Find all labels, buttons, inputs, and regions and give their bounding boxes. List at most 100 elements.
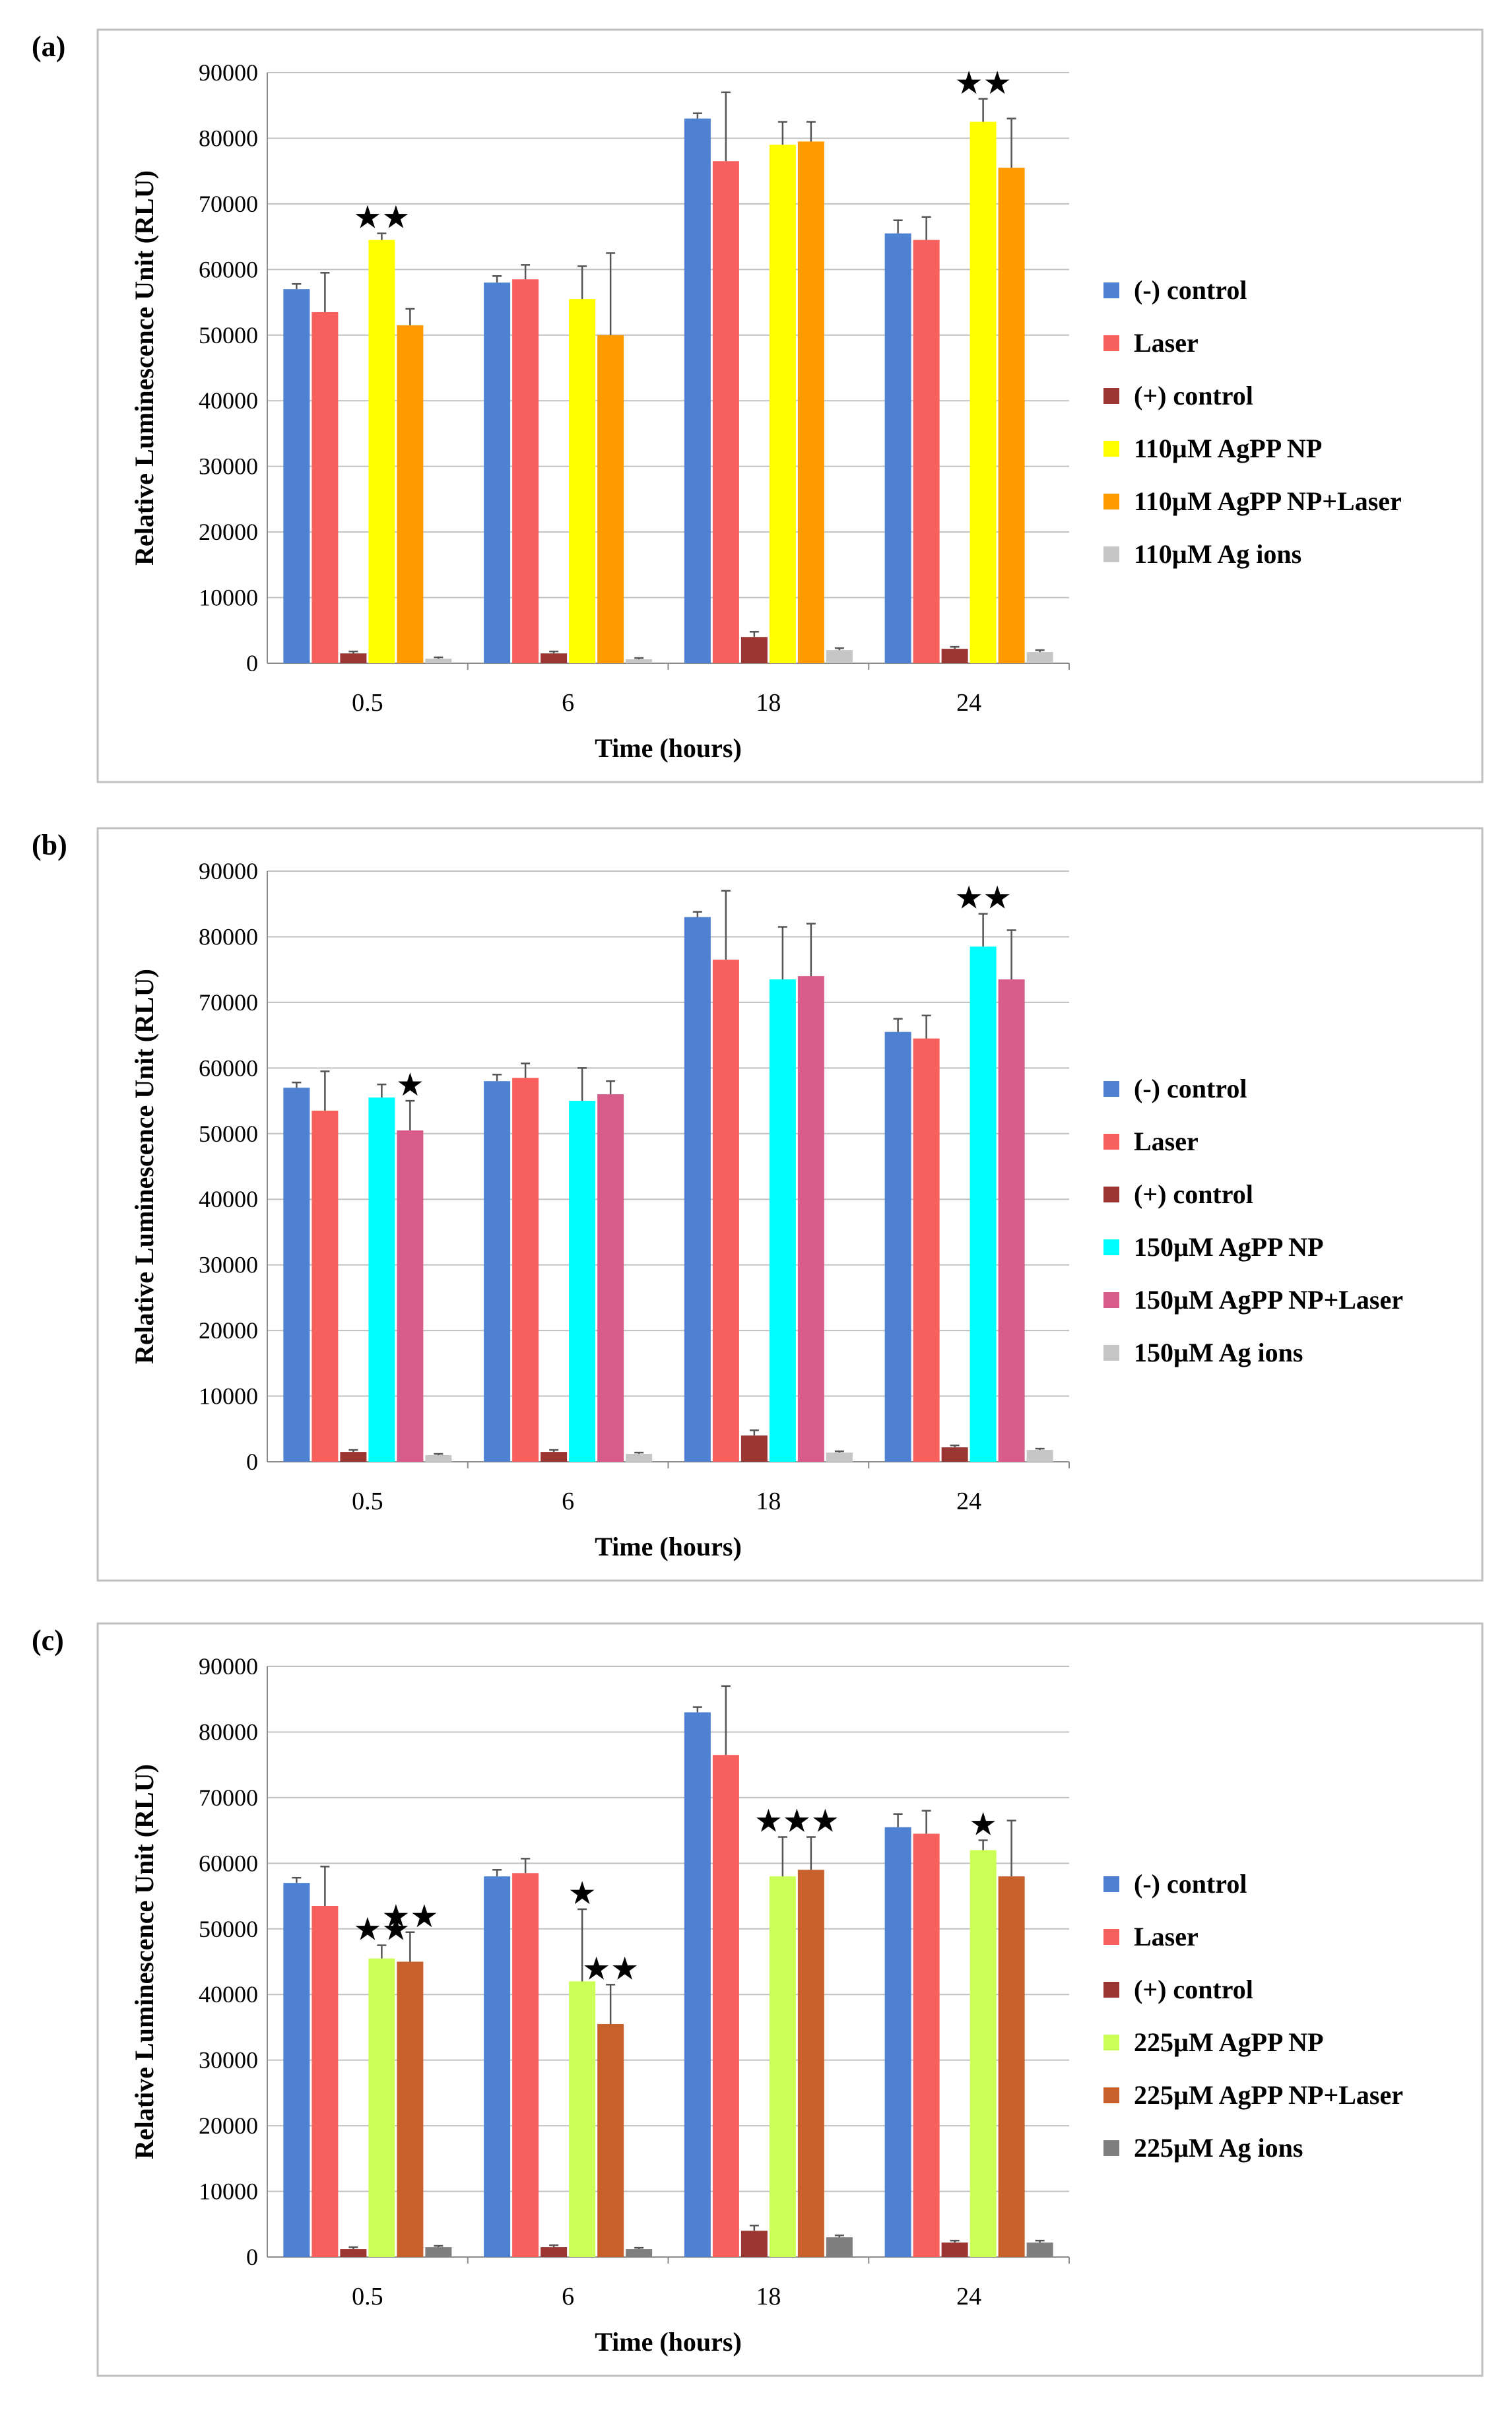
legend-label: 150µM AgPP NP+Laser — [1134, 1285, 1403, 1315]
y-tick-label: 20000 — [199, 519, 258, 545]
legend-label: Laser — [1134, 328, 1199, 358]
y-tick-label: 30000 — [199, 1252, 258, 1278]
significance-marker: ★★ — [582, 1951, 639, 1986]
y-tick-label: 90000 — [199, 858, 258, 884]
legend-swatch — [1103, 1134, 1119, 1150]
significance-marker: ★★ — [783, 1804, 839, 1839]
bar — [340, 2249, 367, 2257]
legend-label: (-) control — [1134, 1869, 1247, 1899]
bar — [941, 1447, 968, 1462]
x-axis-title: Time (hours) — [595, 2327, 742, 2357]
legend-label: Laser — [1134, 1127, 1199, 1156]
bar — [684, 118, 711, 664]
x-tick-label: 18 — [756, 2283, 781, 2310]
bar — [283, 1088, 310, 1462]
y-tick-label: 0 — [246, 2244, 258, 2270]
bar — [797, 141, 824, 663]
y-tick-label: 90000 — [199, 59, 258, 86]
legend-label: 225µM AgPP NP — [1134, 2027, 1323, 2057]
bar — [484, 1081, 511, 1462]
x-tick-label: 0.5 — [352, 2283, 383, 2310]
bar — [397, 325, 424, 664]
legend-swatch — [1103, 1345, 1119, 1361]
bar — [368, 1097, 395, 1462]
bar — [340, 1452, 367, 1462]
x-tick-label: 24 — [956, 2283, 981, 2310]
legend-label: (+) control — [1134, 1179, 1253, 1209]
bar — [541, 2247, 568, 2257]
bar — [826, 2237, 853, 2257]
panel-label: (c) — [32, 1624, 64, 1656]
panel-2: (c) 0 10000 20000 30000 40000 50000 60000 70000 8… — [32, 1622, 1484, 2377]
panel-frame — [96, 1622, 1484, 2377]
legend-label: 150µM AgPP NP — [1134, 1232, 1323, 1262]
x-axis-title: Time (hours) — [595, 1532, 742, 1561]
bar — [884, 1031, 911, 1462]
legend-label: 110µM AgPP NP+Laser — [1134, 486, 1402, 516]
bar — [712, 161, 739, 663]
bar — [626, 659, 653, 663]
legend-swatch — [1103, 2035, 1119, 2050]
bar — [1026, 1450, 1053, 1462]
x-tick-label: 18 — [756, 689, 781, 717]
bar — [597, 2023, 624, 2257]
panel-0: (a) 0 10000 20000 30000 40000 50000 60000 70000 8… — [32, 28, 1484, 783]
y-tick-label: 80000 — [199, 125, 258, 151]
bar — [425, 659, 452, 663]
y-tick-label: 60000 — [199, 256, 258, 282]
bar — [769, 145, 796, 663]
significance-marker: ★★ — [955, 66, 1012, 101]
bar — [312, 1110, 339, 1462]
y-tick-label: 70000 — [199, 191, 258, 217]
bar — [797, 1870, 824, 2257]
bar — [769, 1876, 796, 2257]
bar — [826, 650, 853, 663]
y-tick-label: 10000 — [199, 585, 258, 611]
bar — [941, 2242, 968, 2257]
y-tick-label: 30000 — [199, 453, 258, 480]
y-tick-label: 50000 — [199, 1916, 258, 1942]
bar — [340, 653, 367, 663]
legend-label: 225µM AgPP NP+Laser — [1134, 2080, 1403, 2110]
bar — [597, 335, 624, 663]
x-tick-label: 0.5 — [352, 689, 383, 717]
bar — [998, 168, 1025, 663]
legend-label: 150µM Ag ions — [1134, 1338, 1303, 1367]
y-tick-label: 60000 — [199, 1850, 258, 1876]
y-tick-label: 10000 — [199, 2178, 258, 2205]
legend-swatch — [1103, 388, 1119, 404]
significance-marker: ★ — [969, 1808, 997, 1843]
bar — [941, 649, 968, 663]
bar — [1026, 2242, 1053, 2257]
bar — [512, 279, 539, 663]
y-tick-label: 80000 — [199, 923, 258, 950]
significance-marker: ★★ — [754, 1804, 811, 1839]
significance-marker: ★ — [568, 1876, 597, 1911]
bar — [684, 1712, 711, 2257]
x-tick-label: 24 — [956, 1488, 981, 1515]
x-tick-label: 24 — [956, 689, 981, 717]
y-tick-label: 50000 — [199, 1121, 258, 1147]
bar — [769, 979, 796, 1462]
bar — [312, 311, 339, 663]
bar — [569, 1981, 596, 2257]
bar — [740, 1435, 768, 1462]
bar — [1026, 652, 1053, 663]
bar — [712, 1755, 739, 2257]
x-tick-label: 6 — [562, 1488, 574, 1515]
bar — [913, 240, 940, 663]
bar — [626, 2249, 653, 2257]
significance-marker: ★★ — [353, 201, 410, 236]
y-tick-label: 30000 — [199, 2047, 258, 2074]
panel-frame — [96, 827, 1484, 1582]
bar — [283, 1883, 310, 2257]
legend-label: (-) control — [1134, 275, 1247, 305]
bar — [569, 299, 596, 663]
y-tick-label: 60000 — [199, 1055, 258, 1081]
y-tick-label: 0 — [246, 650, 258, 676]
y-tick-label: 10000 — [199, 1383, 258, 1410]
bar — [998, 979, 1025, 1462]
bar — [368, 240, 395, 663]
bar — [913, 1833, 940, 2257]
bar — [740, 2231, 768, 2257]
